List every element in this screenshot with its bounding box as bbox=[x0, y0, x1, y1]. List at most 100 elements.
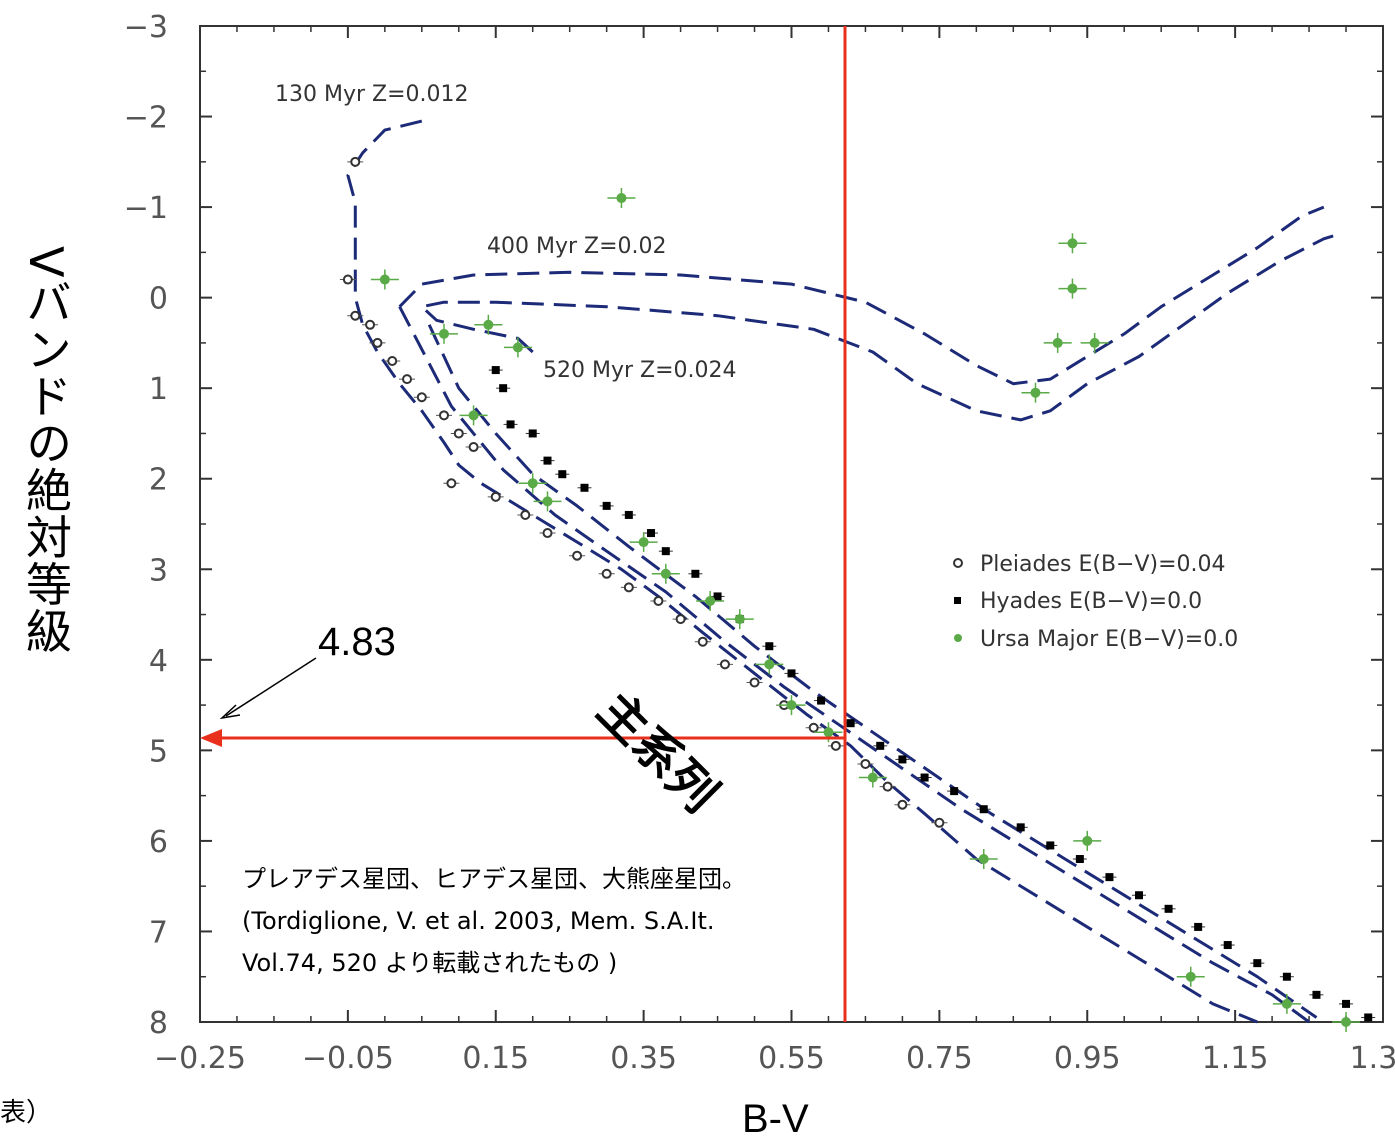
hyades-point bbox=[1075, 855, 1084, 864]
ursa-major-point bbox=[438, 328, 449, 339]
hyades-point bbox=[602, 501, 611, 510]
legend-marker-hyades bbox=[954, 597, 961, 604]
isochrone-curve bbox=[398, 306, 1310, 1024]
hyades-point bbox=[580, 483, 589, 492]
y-tick-label: 3 bbox=[149, 553, 168, 588]
x-tick-label: 0.35 bbox=[610, 1041, 677, 1076]
x-tick-label: 0.95 bbox=[1054, 1041, 1121, 1076]
annotation-line-2: (Tordiglione, V. et al. 2003, Mem. S.A.I… bbox=[242, 907, 715, 935]
hyades-point bbox=[528, 429, 537, 438]
ursa-major-point bbox=[1341, 1017, 1352, 1027]
y-tick-label: 0 bbox=[149, 282, 168, 317]
x-tick-label: −0.05 bbox=[302, 1041, 394, 1076]
y-tick-label: −2 bbox=[124, 101, 168, 136]
pleiades-point bbox=[860, 758, 871, 769]
x-tick-label: −0.25 bbox=[154, 1041, 246, 1076]
pleiades-point bbox=[490, 491, 501, 502]
pleiades-point bbox=[453, 428, 464, 439]
isochrone-label-130myr: 130 Myr Z=0.012 bbox=[275, 82, 469, 107]
hyades-point bbox=[787, 669, 796, 678]
pleiades-point bbox=[808, 722, 819, 733]
y-tick-label: −3 bbox=[124, 10, 168, 45]
ursa-major-point bbox=[1185, 971, 1196, 982]
y-tick-label: 7 bbox=[149, 915, 168, 950]
hyades-point bbox=[1364, 1013, 1373, 1022]
legend-label-pleiades: Pleiades E(B−V)=0.04 bbox=[980, 552, 1226, 577]
ursa-major-point bbox=[527, 478, 538, 489]
x-tick-label: 0.15 bbox=[462, 1041, 529, 1076]
legend-label-ursa: Ursa Major E(B−V)=0.0 bbox=[980, 627, 1238, 652]
x-tick-label: 0.75 bbox=[906, 1041, 973, 1076]
pleiades-point bbox=[350, 310, 361, 321]
hyades-point bbox=[765, 642, 774, 651]
pleiades-point bbox=[542, 528, 553, 539]
red-arrowhead bbox=[200, 729, 222, 747]
hyades-point bbox=[920, 773, 929, 782]
y-ticks: −3 −2 −1 0 1 2 3 4 5 6 7 8 bbox=[124, 10, 1383, 1041]
ursa-major-point bbox=[1052, 337, 1063, 348]
legend: Pleiades E(B−V)=0.04 Hyades E(B−V)=0.0 U… bbox=[953, 552, 1238, 652]
hyades-point bbox=[1223, 941, 1232, 950]
callout-value: 4.83 bbox=[318, 620, 396, 664]
pleiades-point bbox=[882, 781, 893, 792]
hyades-point bbox=[491, 366, 500, 375]
ursa-major-point bbox=[379, 274, 390, 285]
ursa-major-point bbox=[1281, 998, 1292, 1009]
pleiades-point bbox=[520, 509, 531, 520]
pleiades-point bbox=[365, 319, 376, 330]
pleiades-point bbox=[623, 582, 634, 593]
y-tick-label: −1 bbox=[124, 191, 168, 226]
pleiades-point bbox=[601, 568, 612, 579]
hyades-point bbox=[647, 529, 656, 538]
ursa-major-point bbox=[616, 193, 627, 204]
hyades-point bbox=[950, 787, 959, 796]
ursa-major-point bbox=[867, 772, 878, 783]
isochrone-label-400myr: 400 Myr Z=0.02 bbox=[487, 234, 667, 259]
ursa-major-point bbox=[786, 700, 797, 711]
pleiades-point bbox=[719, 659, 730, 670]
hyades-point bbox=[661, 547, 670, 556]
ursa-major-point bbox=[734, 614, 745, 625]
pleiades-point bbox=[438, 410, 449, 421]
ursa-major-point bbox=[542, 496, 553, 507]
pleiades-point bbox=[350, 156, 361, 167]
pleiades-point bbox=[342, 274, 353, 285]
ursa-major-point bbox=[483, 319, 494, 330]
ursa-major-point bbox=[1067, 283, 1078, 294]
hyades-point bbox=[1342, 999, 1351, 1008]
hyades-point bbox=[713, 592, 722, 601]
ursa-major-point bbox=[1089, 337, 1100, 348]
ursa-major-point bbox=[1067, 238, 1078, 249]
pleiades-point bbox=[468, 442, 479, 453]
pleiades-point bbox=[934, 817, 945, 828]
x-tick-label: 0.55 bbox=[758, 1041, 825, 1076]
hyades-point bbox=[1312, 990, 1321, 999]
ursa-major-point bbox=[705, 595, 716, 606]
ursa-major-point bbox=[764, 659, 775, 670]
y-tick-label: 4 bbox=[149, 644, 168, 679]
pleiades-point bbox=[697, 636, 708, 647]
hyades-point bbox=[691, 569, 700, 578]
hyades-point bbox=[1194, 922, 1203, 931]
pleiades-point bbox=[897, 799, 908, 810]
y-axis-title: Vバンドの絶対等級 bbox=[19, 246, 73, 655]
main-sequence-label: 主系列 bbox=[587, 682, 728, 823]
hyades-point bbox=[1016, 823, 1025, 832]
hyades-point bbox=[1046, 841, 1055, 850]
hyades-point bbox=[543, 456, 552, 465]
y-tick-label: 2 bbox=[149, 463, 168, 498]
hyades-point bbox=[846, 719, 855, 728]
hyades-point bbox=[1253, 959, 1262, 968]
data-points bbox=[339, 156, 1376, 1032]
pleiades-point bbox=[572, 550, 583, 561]
x-tick-label: 1.15 bbox=[1202, 1041, 1269, 1076]
hyades-point bbox=[1164, 904, 1173, 913]
hyades-point bbox=[817, 696, 826, 705]
y-tick-label: 1 bbox=[149, 372, 168, 407]
corner-text: 表） bbox=[0, 1098, 53, 1128]
isochrone-curve bbox=[427, 324, 1318, 1019]
pleiades-point bbox=[446, 478, 457, 489]
x-tick-label: 1.35 bbox=[1350, 1041, 1395, 1076]
legend-label-hyades: Hyades E(B−V)=0.0 bbox=[980, 589, 1202, 614]
